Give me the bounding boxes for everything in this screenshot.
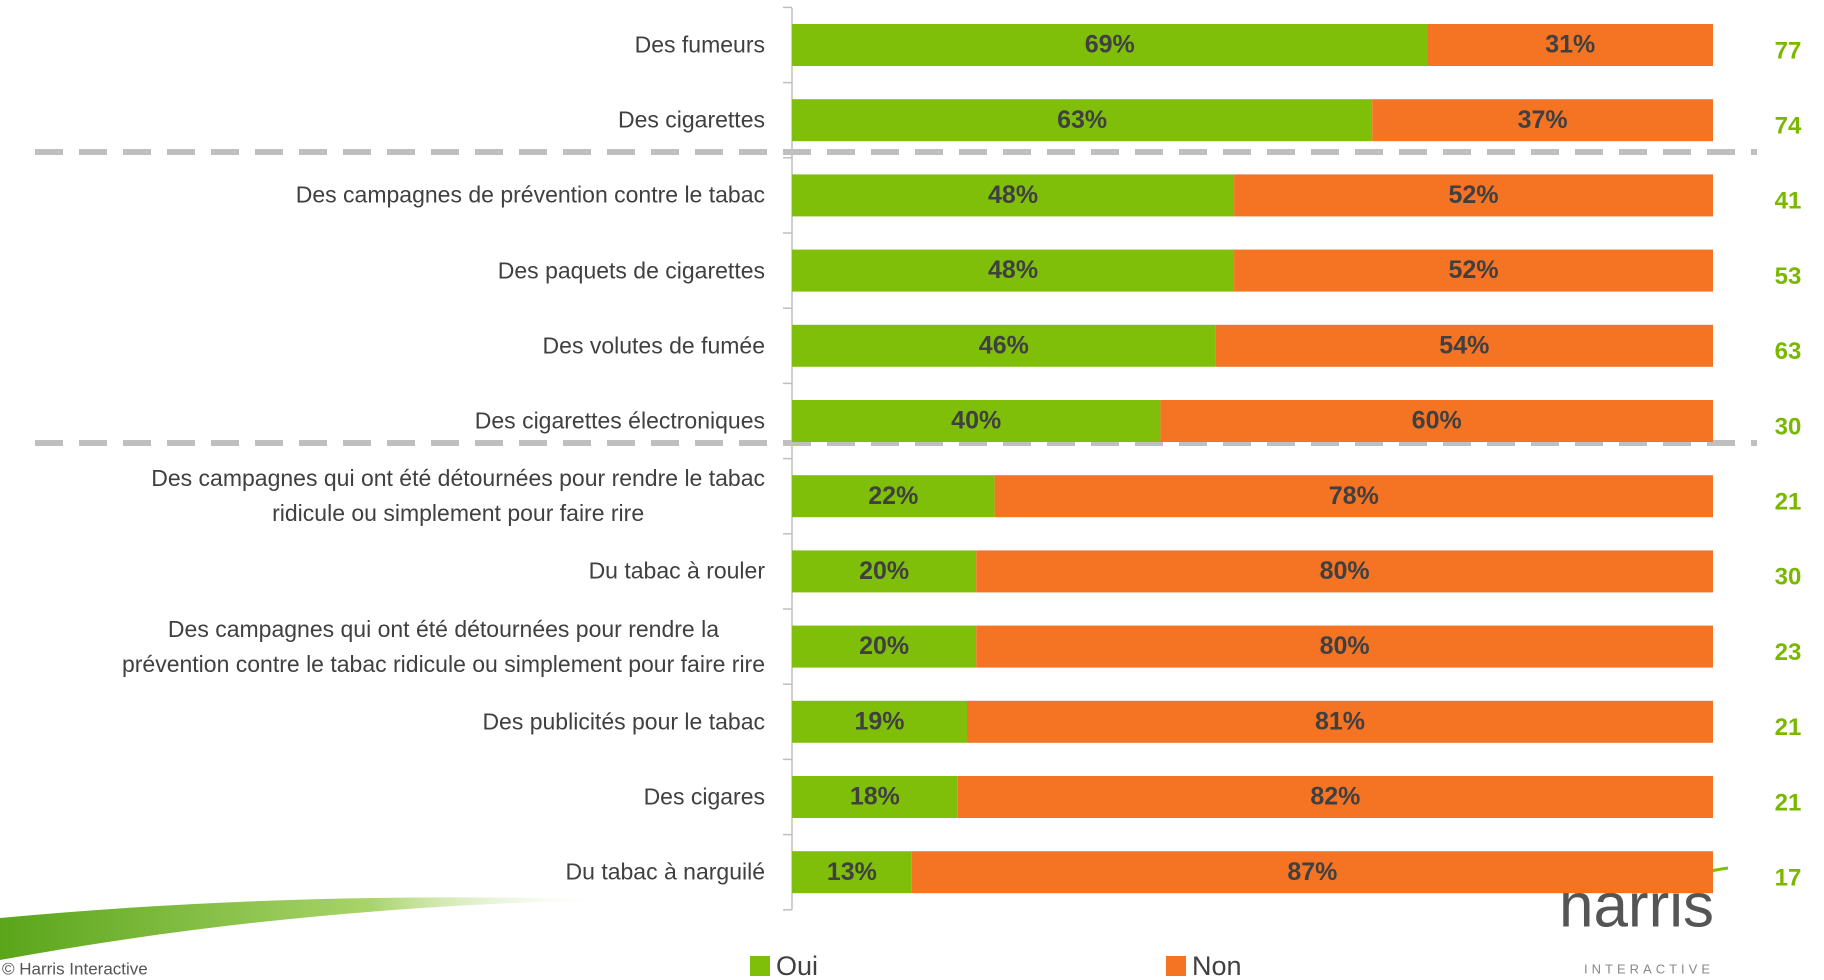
category-label: Des cigarettes — [617, 106, 765, 133]
bar-segment — [957, 776, 1713, 818]
right-value: 23 — [1775, 639, 1802, 666]
category-label: Des fumeurs — [634, 31, 765, 58]
logo-tagline: INTERACTIVE — [1584, 961, 1714, 976]
right-value: 41 — [1775, 188, 1802, 215]
bar-segment — [976, 625, 1713, 668]
bar-segment — [792, 475, 995, 518]
category-label: Des cigares — [643, 783, 765, 810]
right-value: 21 — [1775, 789, 1802, 816]
category-label: Du tabac à narguilé — [565, 858, 765, 885]
value-label: 80% — [1320, 557, 1370, 585]
bar-segment — [792, 776, 958, 818]
value-label: 54% — [1439, 331, 1489, 359]
value-label: 19% — [854, 707, 904, 735]
right-value: 17 — [1775, 865, 1802, 892]
value-label: 52% — [1449, 181, 1499, 209]
category-label: Du tabac à rouler — [588, 557, 765, 584]
value-label: 48% — [988, 256, 1038, 284]
footer: © Harris Interactive — [2, 959, 148, 978]
value-label: 48% — [988, 181, 1038, 209]
category-label: Des campagnes qui ont été détournées pou… — [121, 615, 765, 677]
value-label: 46% — [979, 331, 1029, 359]
legend-label: Non — [1192, 951, 1242, 980]
value-label: 37% — [1518, 106, 1568, 134]
bar-segment — [792, 174, 1235, 217]
right-value: 21 — [1775, 714, 1802, 741]
right-value: 77 — [1775, 37, 1802, 64]
value-label: 52% — [1449, 256, 1499, 284]
bar-segment — [966, 700, 1713, 743]
right-value: 30 — [1775, 413, 1802, 440]
value-label: 20% — [859, 632, 909, 660]
right-value: 63 — [1775, 338, 1802, 365]
bar-segment — [792, 625, 977, 668]
bar-segment — [792, 550, 977, 593]
value-label: 82% — [1310, 783, 1360, 811]
category-label: Des publicités pour le tabac — [482, 708, 765, 735]
bar-segment — [994, 475, 1713, 518]
swoosh — [0, 897, 620, 960]
bar-segment — [1234, 249, 1713, 292]
category-label: Des campagnes de prévention contre le ta… — [295, 181, 765, 208]
bar-segment — [792, 700, 967, 743]
bar-segment — [792, 324, 1216, 367]
bar-segment — [1372, 99, 1713, 142]
value-label: 87% — [1287, 858, 1337, 886]
bar-segment — [792, 249, 1235, 292]
bar-segment — [792, 851, 912, 894]
bar-segment — [792, 99, 1373, 142]
legend-label: Oui — [776, 951, 818, 980]
value-label: 63% — [1057, 106, 1107, 134]
value-label: 69% — [1085, 31, 1135, 59]
value-label: 81% — [1315, 707, 1365, 735]
bar-segment — [792, 24, 1428, 66]
value-label: 22% — [868, 482, 918, 510]
category-label: Des cigarettes électroniques — [474, 407, 765, 434]
value-label: 40% — [951, 407, 1001, 435]
bar-segment — [1234, 174, 1713, 217]
value-label: 18% — [850, 783, 900, 811]
category-label: Des paquets de cigarettes — [497, 257, 765, 284]
bar-segment — [976, 550, 1713, 593]
right-value: 74 — [1775, 113, 1802, 140]
value-label: 78% — [1329, 482, 1379, 510]
category-label: Des volutes de fumée — [542, 332, 765, 359]
category-label: Des campagnes qui ont été détournées pou… — [151, 465, 765, 527]
value-label: 31% — [1545, 31, 1595, 59]
right-value: 21 — [1775, 489, 1802, 516]
legend-swatch — [750, 956, 770, 976]
value-label: 80% — [1320, 632, 1370, 660]
bar-segment — [1160, 400, 1713, 442]
value-label: 13% — [827, 858, 877, 886]
legend-swatch — [1166, 956, 1186, 976]
bar-segment — [792, 400, 1161, 442]
right-value: 53 — [1775, 263, 1802, 290]
bar-segment — [1427, 24, 1713, 66]
bar-segment — [911, 851, 1713, 894]
right-value: 30 — [1775, 564, 1802, 591]
value-label: 20% — [859, 557, 909, 585]
value-label: 60% — [1412, 407, 1462, 435]
bar-segment — [1215, 324, 1713, 367]
